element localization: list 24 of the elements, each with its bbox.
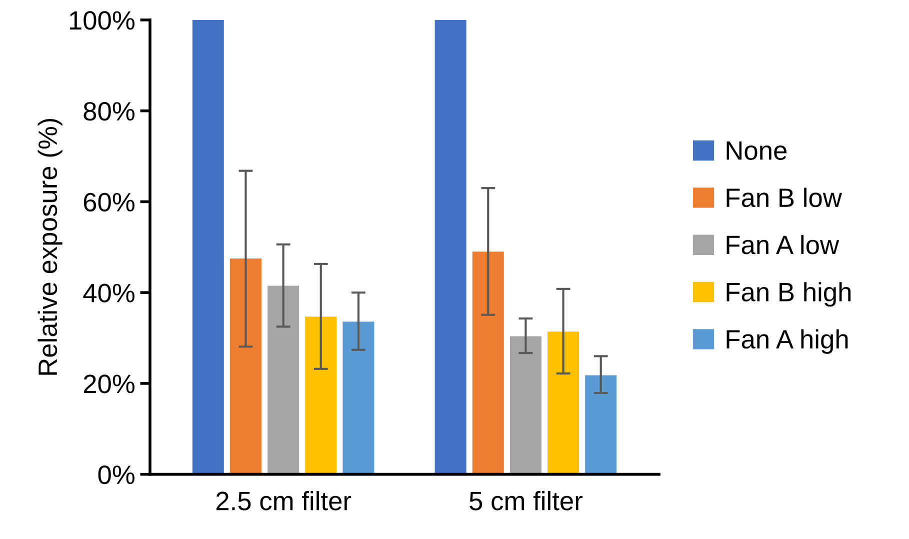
y-tick-label: 80%	[84, 102, 134, 121]
y-tick-label: 0%	[98, 465, 134, 484]
bar	[434, 20, 466, 474]
bar	[548, 332, 580, 474]
bar	[230, 258, 262, 474]
y-axis-title: Relative exposure (%)	[38, 118, 62, 375]
x-tick-label: 2.5 cm filter	[216, 490, 352, 510]
y-tick-label: 60%	[84, 192, 134, 212]
legend-label: Fan A high	[726, 329, 848, 354]
legend-label: Fan A low	[726, 234, 840, 254]
bar	[510, 336, 542, 474]
y-tick-label: 20%	[84, 374, 134, 394]
y-tick-label: 40%	[83, 284, 134, 302]
x-tick-label: 5 cm filter	[470, 490, 582, 510]
y-tick-label: 100%	[70, 11, 134, 30]
legend-label: Fan B low	[726, 188, 842, 208]
legend-label: None	[726, 142, 787, 160]
legend-label: Fan B high	[726, 282, 851, 307]
bar	[192, 20, 224, 474]
bar	[268, 286, 300, 474]
bar	[585, 375, 617, 474]
bar	[472, 252, 504, 474]
bar	[342, 322, 374, 474]
bar	[305, 316, 337, 474]
